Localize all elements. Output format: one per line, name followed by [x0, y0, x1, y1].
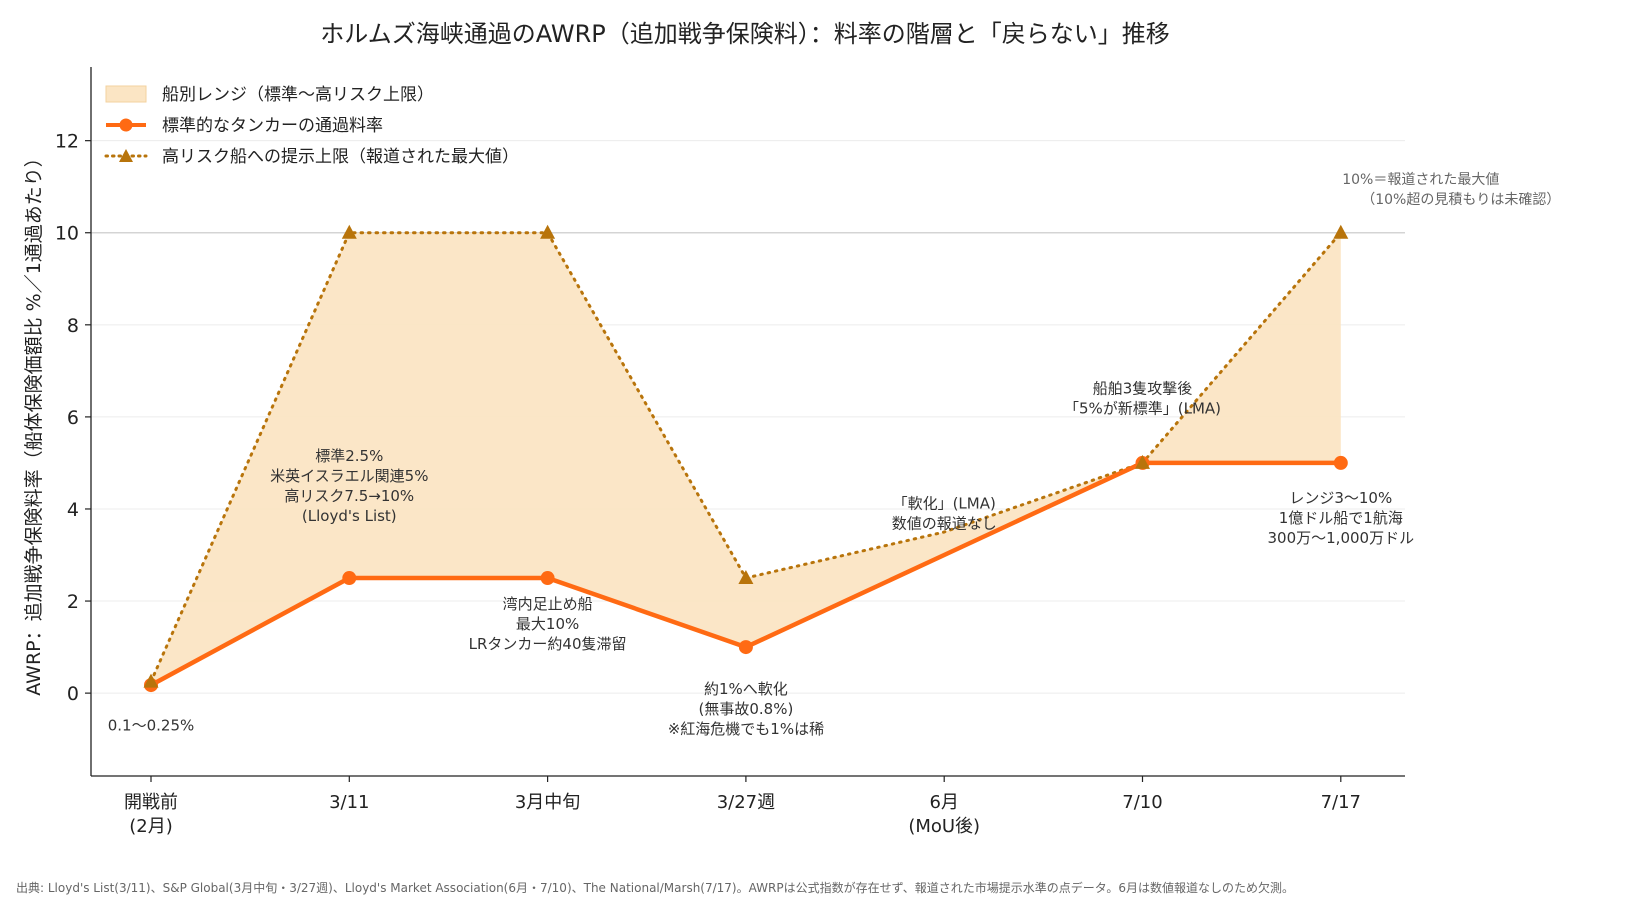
- annotation-0: 0.1〜0.25%: [108, 716, 195, 734]
- range-band-area: [151, 232, 1341, 686]
- annotation-3: 約1%へ軟化(無事故0.8%) ※紅海危機でも1%は稀: [668, 680, 824, 738]
- x-tick-label-1: 3/11: [329, 792, 369, 813]
- x-tick-label-6: 7/17: [1321, 792, 1361, 813]
- legend-label-standard: 標準的なタンカーの通過料率: [162, 116, 383, 136]
- y-tick-label-4: 4: [67, 499, 79, 521]
- annotation-5: 船舶3隻攻撃後「5%が新標準」(LMA): [1064, 379, 1221, 417]
- series-markers: [143, 224, 1349, 693]
- annotation-4: 「軟化」(LMA)数値の報道なし: [892, 495, 997, 533]
- source-footnote: 出典: Lloyd's List(3/11)、S&P Global(3月中旬・3…: [16, 880, 1294, 895]
- annotation-7: 10%＝報道された最大値（10%超の見積もりは未確認）: [1342, 172, 1560, 208]
- point-high-risk-1: [341, 224, 357, 239]
- legend-swatch-band: [105, 85, 147, 103]
- point-standard-3: [738, 640, 753, 655]
- x-tick-label-0: 開戦前(2月): [124, 792, 178, 837]
- annotation-2: 湾内足止め船最大10% LRタンカー約40隻滞留: [469, 595, 627, 653]
- legend-label-high-risk: 高リスク船への提示上限（報道された最大値）: [162, 147, 519, 167]
- y-tick-labels: 0 2 4 6 8 10 12: [55, 131, 91, 705]
- annotation-1: 標準2.5%米英イスラエル関連5%高リスク7.5→10% (Lloyd's Lis…: [270, 447, 428, 525]
- legend-marker-standard: [119, 118, 133, 132]
- point-standard-6: [1333, 455, 1348, 470]
- y-tick-label-12: 12: [55, 131, 79, 153]
- legend-marker-high-risk: [119, 149, 133, 162]
- x-tick-label-2: 3月中旬: [515, 792, 580, 813]
- legend: 船別レンジ（標準〜高リスク上限） 標準的なタンカーの通過料率 高リスク船への提示…: [104, 85, 519, 167]
- y-tick-label-6: 6: [67, 407, 79, 429]
- y-tick-label-8: 8: [67, 315, 79, 337]
- x-tick-label-5: 7/10: [1122, 792, 1162, 813]
- point-high-risk-3: [738, 570, 754, 585]
- x-tick-label-3: 3/27週: [717, 792, 775, 813]
- y-tick-label-0: 0: [67, 683, 79, 705]
- point-high-risk-0: [143, 673, 159, 688]
- range-band: [151, 232, 1341, 686]
- chart-title: ホルムズ海峡通過のAWRP（追加戦争保険料）：料率の階層と「戻らない」推移: [320, 20, 1170, 48]
- point-high-risk-5: [1135, 454, 1150, 469]
- x-tick-labels: 開戦前(2月) 3/11 3月中旬 3/27週 6月(MoU後) 7/10 7/17: [124, 776, 1361, 837]
- x-tick-label-4: 6月(MoU後): [908, 792, 980, 837]
- legend-label-band: 船別レンジ（標準〜高リスク上限）: [162, 85, 434, 105]
- annotation-6: レンジ3〜10% 1億ドル船で1航海 300万〜1,000万ドル: [1268, 489, 1415, 547]
- annotations: 0.1〜0.25% 標準2.5%米英イスラエル関連5%高リスク7.5→10% (Ll…: [108, 172, 1561, 738]
- point-high-risk-6: [1333, 224, 1349, 239]
- point-standard-2: [540, 571, 555, 586]
- point-high-risk-2: [540, 224, 556, 239]
- axes: [90, 67, 1405, 777]
- y-axis-label: AWRP：追加戦争保険料率（船体保険価額比 %／1通過あたり）: [23, 148, 45, 696]
- y-tick-label-10: 10: [55, 223, 79, 245]
- y-tick-label-2: 2: [67, 591, 79, 613]
- point-standard-1: [342, 571, 357, 586]
